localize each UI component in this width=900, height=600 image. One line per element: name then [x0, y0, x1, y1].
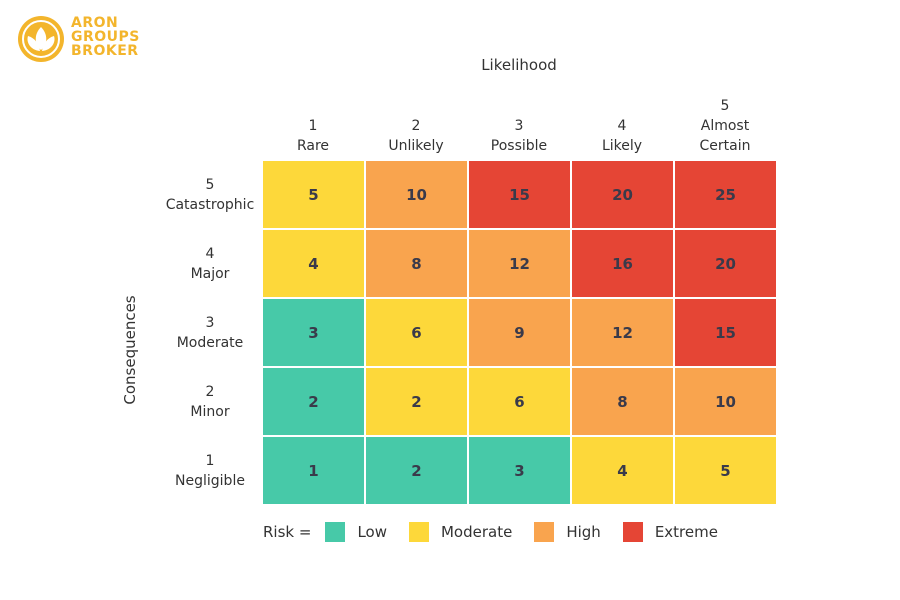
risk-cell: 15 [469, 161, 570, 228]
logo-text: ARON GROUPS BROKER [71, 16, 140, 58]
risk-cell: 1 [263, 437, 364, 504]
column-header: 2 Unlikely [366, 96, 466, 156]
row-number: 3 [205, 315, 215, 331]
logo-icon [18, 16, 64, 62]
risk-cell: 20 [675, 230, 776, 297]
risk-cell: 5 [263, 161, 364, 228]
risk-cell: 3 [469, 437, 570, 504]
column-number: 1 [308, 118, 318, 134]
x-axis-title: Likelihood [481, 56, 557, 74]
row-header: 3 Moderate [150, 299, 270, 367]
column-number: 5 [720, 98, 730, 114]
legend-swatch [622, 522, 643, 542]
legend-label: High [566, 523, 601, 541]
risk-cell: 2 [366, 368, 467, 435]
legend-label: Moderate [440, 523, 513, 541]
risk-cell: 12 [469, 230, 570, 297]
y-axis-title: Consequences [121, 295, 139, 405]
column-label: Likely [601, 138, 643, 154]
column-number: 4 [617, 118, 627, 134]
legend-swatch [325, 522, 346, 542]
legend: Risk = Low Moderate High Extreme [263, 520, 740, 544]
column-label: Unlikely [388, 138, 444, 154]
column-header: 5 Almost Certain [675, 96, 775, 156]
risk-cell: 25 [675, 161, 776, 228]
row-label: Minor [190, 404, 230, 420]
risk-cell: 2 [366, 437, 467, 504]
row-label: Catastrophic [165, 197, 255, 213]
logo-line: BROKER [71, 43, 139, 59]
logo-line: GROUPS [71, 29, 140, 45]
risk-cell: 20 [572, 161, 673, 228]
risk-cell: 4 [572, 437, 673, 504]
row-number: 2 [205, 384, 215, 400]
row-number: 1 [205, 453, 215, 469]
logo-line: ARON [71, 15, 119, 31]
risk-cell: 8 [572, 368, 673, 435]
risk-cell: 16 [572, 230, 673, 297]
risk-cell: 9 [469, 299, 570, 366]
column-label: Possible [490, 138, 548, 154]
legend-swatch [534, 522, 555, 542]
risk-cell: 10 [366, 161, 467, 228]
risk-cell: 15 [675, 299, 776, 366]
legend-prefix: Risk = [263, 523, 312, 541]
risk-cell: 3 [263, 299, 364, 366]
column-header: 4 Likely [572, 96, 672, 156]
legend-label: Low [357, 523, 387, 541]
risk-cell: 6 [469, 368, 570, 435]
row-header: 2 Minor [150, 368, 270, 436]
row-header: 1 Negligible [150, 437, 270, 505]
risk-cell: 10 [675, 368, 776, 435]
column-label: Almost Certain [699, 118, 751, 154]
risk-cell: 5 [675, 437, 776, 504]
row-label: Negligible [175, 473, 245, 489]
column-number: 2 [411, 118, 421, 134]
column-label: Rare [296, 138, 330, 154]
row-header: 4 Major [150, 230, 270, 298]
column-number: 3 [514, 118, 524, 134]
row-number: 4 [205, 246, 215, 262]
risk-cell: 8 [366, 230, 467, 297]
risk-cell: 2 [263, 368, 364, 435]
risk-cell: 6 [366, 299, 467, 366]
row-label: Moderate [176, 335, 244, 351]
row-label: Major [190, 266, 230, 282]
column-header: 1 Rare [263, 96, 363, 156]
row-header: 5 Catastrophic [150, 161, 270, 229]
risk-cell: 12 [572, 299, 673, 366]
risk-cell: 4 [263, 230, 364, 297]
legend-label: Extreme [654, 523, 718, 541]
legend-swatch [408, 522, 429, 542]
row-number: 5 [205, 177, 215, 193]
column-header: 3 Possible [469, 96, 569, 156]
